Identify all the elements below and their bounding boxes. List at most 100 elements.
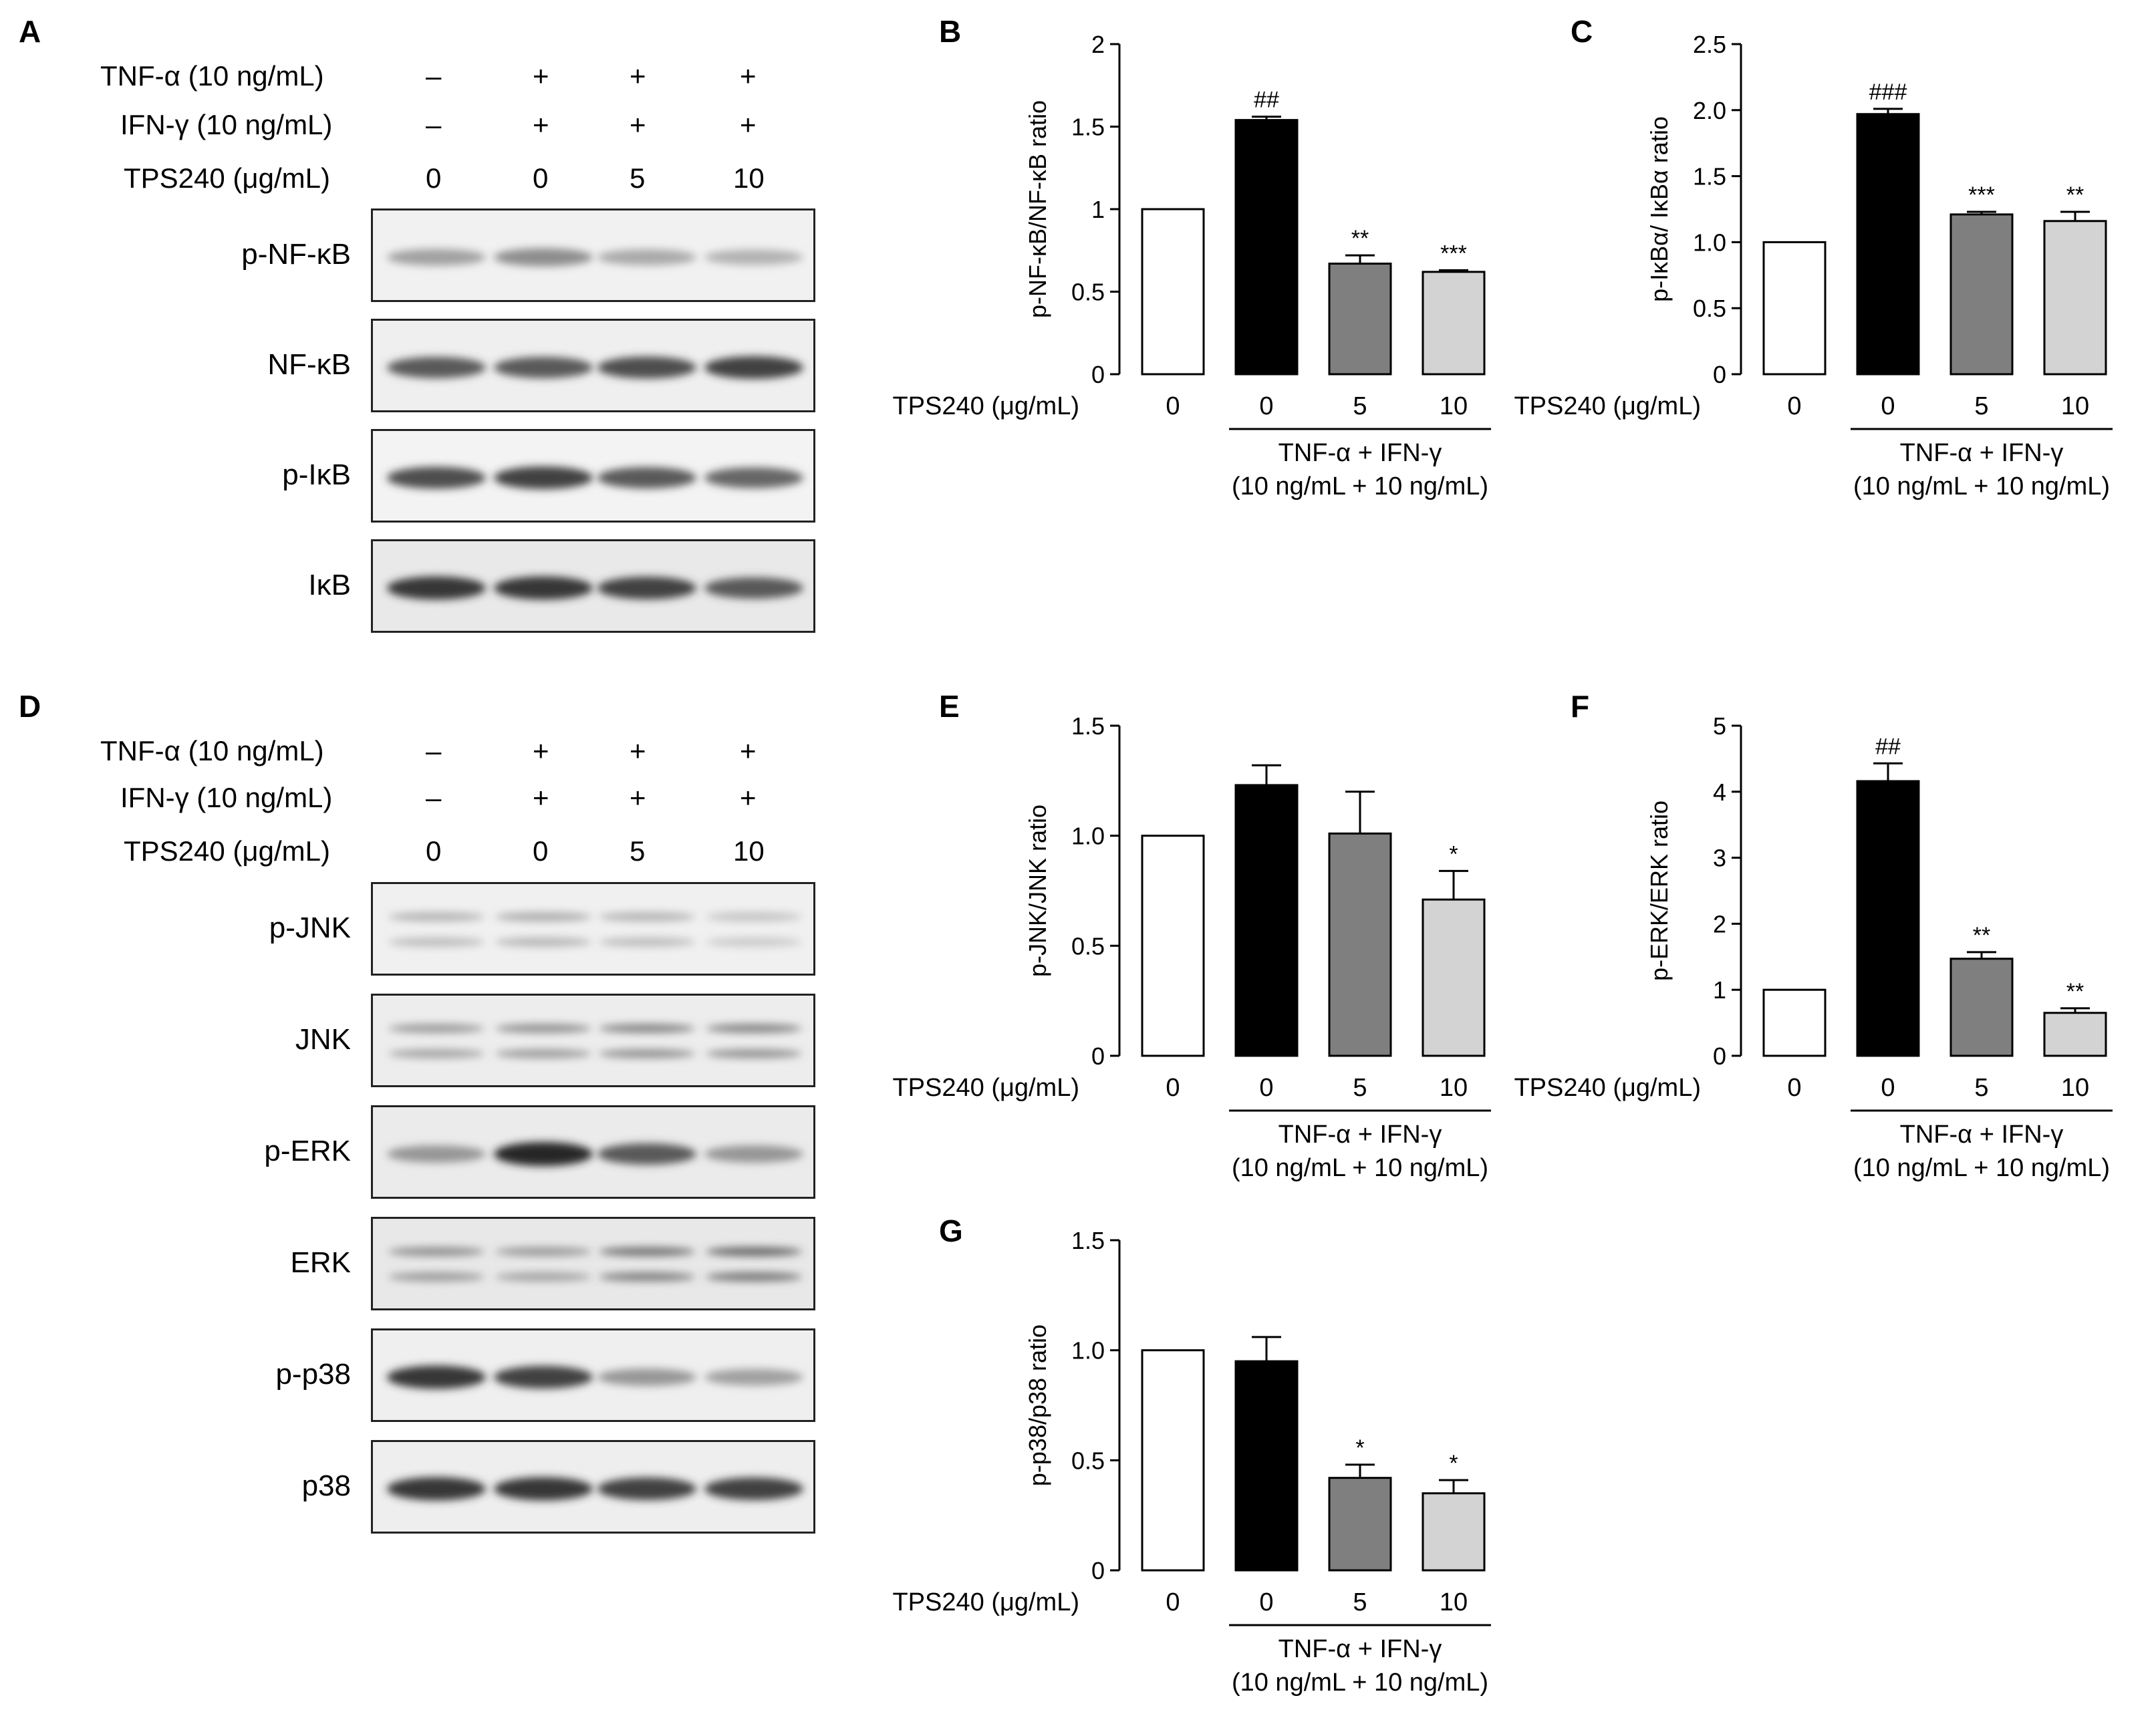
blot-band (387, 357, 486, 378)
blot-band (704, 1145, 803, 1163)
tps-dose: 5 (630, 162, 646, 194)
significance-label: * (1449, 1451, 1458, 1476)
y-tick-label: 0 (1091, 1042, 1105, 1070)
bar (1422, 898, 1486, 1057)
bar (1762, 988, 1827, 1057)
y-tick-label: 1.0 (1071, 823, 1105, 850)
tnf-mark: – (426, 735, 442, 766)
blot-label: p-JNK (269, 911, 351, 944)
blot-band (387, 466, 486, 489)
significance-label: ** (1351, 226, 1369, 251)
blot-band (387, 576, 486, 600)
blot-membrane (371, 539, 815, 633)
bar (1328, 1477, 1392, 1572)
bar (1234, 784, 1299, 1057)
tnf-mark: + (630, 735, 646, 766)
blot-membrane (371, 1105, 815, 1199)
tps-dose: 5 (630, 835, 646, 867)
blot-band (494, 248, 593, 267)
y-tick-label: 3 (1713, 845, 1726, 872)
tnf-label-a: TNF-α (10 ng/mL) (100, 60, 324, 92)
y-tick-label: 0.5 (1071, 279, 1105, 306)
significance-label: ** (2066, 979, 2084, 1004)
x-tick-label: 0 (1166, 392, 1180, 420)
tps-label-a: TPS240 (μg/mL) (124, 162, 330, 194)
blot-band (597, 1143, 696, 1165)
bar (1856, 113, 1920, 376)
tnf-mark: – (426, 60, 442, 92)
blot-band (387, 249, 486, 266)
blot-membrane (371, 319, 815, 412)
blot-band (387, 1477, 486, 1501)
treatment-dose-label: (10 ng/mL + 10 ng/mL) (1232, 1669, 1488, 1697)
blot-label: NF-κB (267, 348, 351, 381)
bar (1328, 263, 1392, 376)
x-tick-label: 5 (1974, 392, 1988, 420)
significance-label: * (1355, 1435, 1364, 1461)
bar (1422, 1492, 1486, 1572)
tnf-label-d: TNF-α (10 ng/mL) (100, 735, 324, 766)
y-tick-label: 1.5 (1693, 163, 1726, 190)
x-axis-label: TPS240 (μg/mL) (1514, 1074, 1701, 1102)
blot-membrane (371, 1328, 815, 1422)
y-tick-label: 1.5 (1071, 114, 1105, 141)
bar (1949, 213, 2014, 376)
ifn-mark: + (630, 109, 646, 140)
x-tick-label: 0 (1881, 392, 1895, 420)
significance-label: *** (1440, 241, 1467, 266)
ifn-mark: + (740, 109, 757, 140)
blot-membrane (371, 429, 815, 523)
bar (2043, 1012, 2107, 1057)
tps-dose: 0 (426, 835, 442, 867)
x-tick-label: 10 (2061, 392, 2089, 420)
blot-band (387, 1145, 486, 1163)
blot-band (597, 356, 696, 379)
bar (2043, 220, 2107, 376)
significance-label: * (1449, 841, 1458, 867)
y-axis-label: p-p38/p38 ratio (1024, 1324, 1051, 1486)
panel-label-a: A (19, 14, 41, 49)
tnf-mark: + (533, 60, 549, 92)
blot-band (494, 1366, 593, 1389)
tps-label-d: TPS240 (μg/mL) (124, 835, 330, 867)
blot-label: p-IκB (282, 458, 351, 491)
x-tick-label: 10 (1440, 1588, 1468, 1616)
blot-band (387, 1365, 486, 1389)
panel-label-f: F (1571, 689, 1590, 724)
y-tick-label: 0.5 (1071, 1447, 1105, 1474)
significance-label: ** (2066, 182, 2084, 208)
blot-label: ERK (290, 1246, 351, 1279)
y-tick-label: 2.0 (1693, 97, 1726, 124)
y-tick-label: 1.0 (1693, 229, 1726, 256)
blot-band (597, 1477, 696, 1500)
bar (1234, 1360, 1299, 1572)
y-tick-label: 0 (1091, 1557, 1105, 1584)
tnf-mark: + (533, 735, 549, 766)
x-axis-label: TPS240 (μg/mL) (1514, 392, 1701, 420)
ifn-mark: + (533, 782, 549, 813)
blot-band (599, 1247, 695, 1256)
blot-band (599, 1272, 695, 1282)
blot-band (388, 937, 485, 947)
x-tick-label: 0 (1259, 1588, 1273, 1616)
y-axis-label: p-JNK/JNK ratio (1024, 805, 1051, 977)
bar (1141, 1349, 1205, 1572)
blot-label: p-ERK (264, 1135, 351, 1167)
y-tick-label: 2.5 (1693, 31, 1726, 58)
treatment-dose-label: (10 ng/mL + 10 ng/mL) (1232, 1154, 1488, 1182)
blot-band (599, 937, 695, 947)
x-tick-label: 10 (2061, 1074, 2089, 1102)
blot-band (494, 576, 593, 600)
blot-band (495, 1048, 591, 1058)
x-tick-label: 5 (1974, 1074, 1988, 1102)
panel-label-b: B (939, 14, 962, 49)
treatment-label: TNF-α + IFN-γ (1278, 1635, 1442, 1663)
blot-band (495, 1024, 591, 1033)
blot-band (704, 356, 803, 379)
y-tick-label: 1.5 (1071, 712, 1105, 740)
x-tick-label: 10 (1440, 392, 1468, 420)
blot-membrane (371, 208, 815, 302)
bar (1234, 119, 1299, 376)
treatment-dose-label: (10 ng/mL + 10 ng/mL) (1853, 472, 2110, 500)
tnf-mark: + (740, 60, 757, 92)
